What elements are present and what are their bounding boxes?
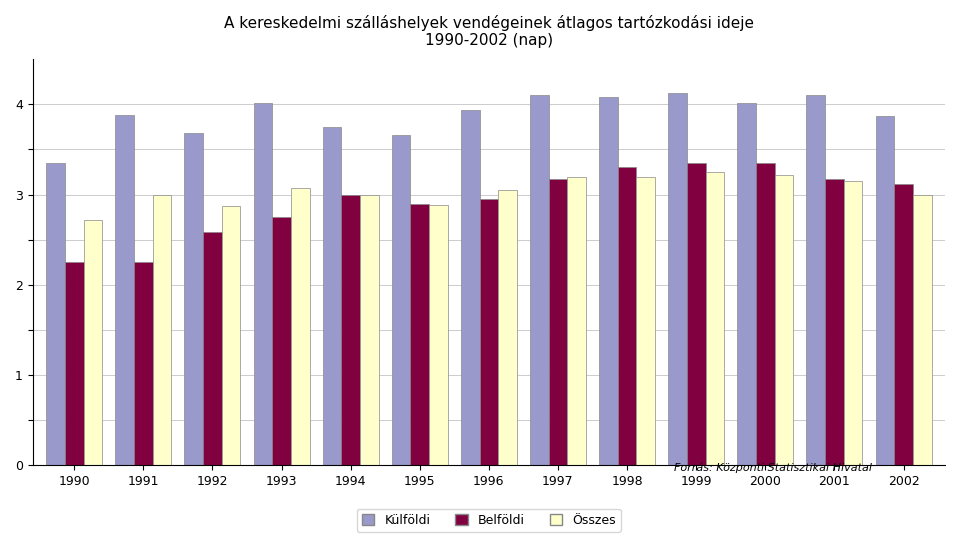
Bar	[913, 195, 931, 465]
Bar	[222, 206, 240, 465]
Bar	[84, 220, 102, 465]
Bar	[737, 102, 756, 465]
Bar	[461, 110, 480, 465]
Bar	[894, 184, 913, 465]
Bar	[360, 195, 378, 465]
Bar	[342, 195, 360, 465]
Bar	[184, 133, 204, 465]
Bar	[706, 172, 724, 465]
Bar	[153, 195, 171, 465]
Bar	[134, 262, 153, 465]
Bar	[480, 199, 498, 465]
Bar	[806, 95, 825, 465]
Bar	[392, 135, 411, 465]
Bar	[876, 116, 894, 465]
Bar	[498, 190, 516, 465]
Bar	[411, 204, 429, 465]
Bar	[844, 181, 862, 465]
Bar	[115, 115, 134, 465]
Title: A kereskedelmi szálláshelyek vendégeinek átlagos tartózkodási ideje
1990-2002 (n: A kereskedelmi szálláshelyek vendégeinek…	[224, 15, 754, 48]
Bar	[46, 163, 65, 465]
Bar	[273, 217, 291, 465]
Bar	[825, 179, 844, 465]
Bar	[323, 127, 342, 465]
Bar	[429, 205, 447, 465]
Bar	[204, 233, 222, 465]
Bar	[253, 103, 273, 465]
Bar	[65, 262, 84, 465]
Bar	[530, 95, 549, 465]
Bar	[291, 188, 309, 465]
Bar	[686, 163, 706, 465]
Bar	[668, 92, 686, 465]
Bar	[549, 179, 567, 465]
Bar	[775, 175, 793, 465]
Legend: Külföldi, Belföldi, Összes: Külföldi, Belföldi, Összes	[357, 509, 621, 532]
Bar	[636, 177, 655, 465]
Bar	[567, 177, 586, 465]
Bar	[756, 163, 775, 465]
Bar	[617, 168, 636, 465]
Text: Forrás: Központi Statisztikai Hivatal: Forrás: Központi Statisztikai Hivatal	[674, 463, 872, 473]
Bar	[599, 97, 617, 465]
